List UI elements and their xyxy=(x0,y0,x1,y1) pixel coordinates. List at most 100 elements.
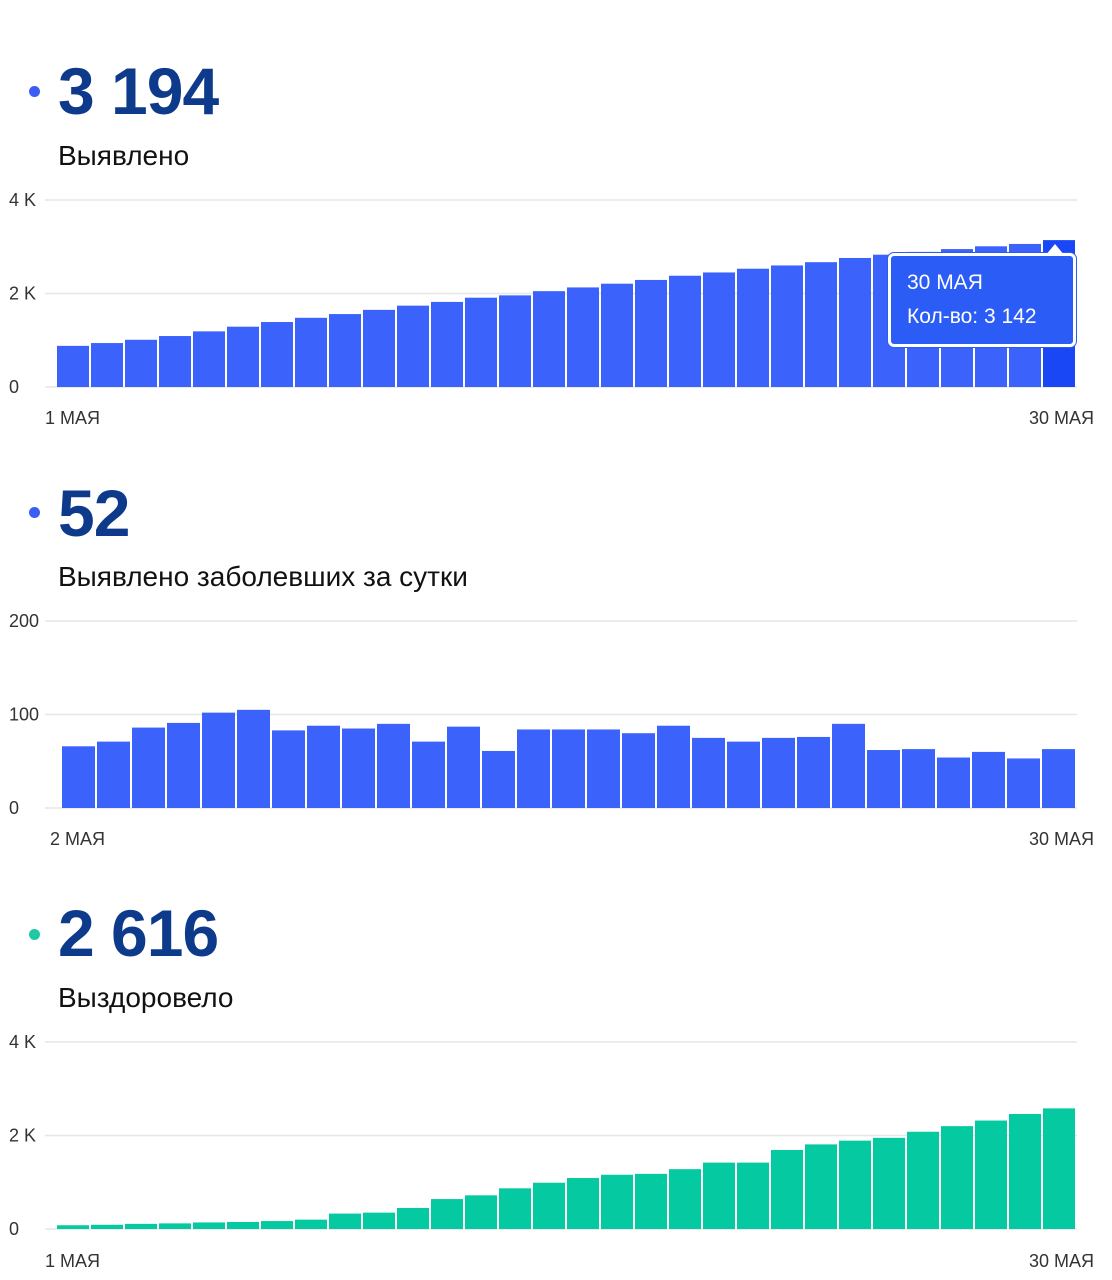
metric-label: Выявлено xyxy=(58,140,190,171)
y-tick-label: 100 xyxy=(9,705,39,725)
chart-recovered[interactable]: 0 2 K 4 K 1 МАЯ 30 МАЯ xyxy=(0,1022,1112,1280)
series-dot xyxy=(29,86,40,97)
total-value: 3 194 xyxy=(58,54,219,128)
bar xyxy=(97,741,130,808)
recovered-value: 2 616 xyxy=(58,896,219,970)
bar xyxy=(902,749,935,808)
bar xyxy=(363,309,395,387)
bar xyxy=(552,729,585,808)
bar xyxy=(342,728,375,808)
bar xyxy=(447,726,480,808)
bar xyxy=(972,751,1005,808)
bar xyxy=(692,737,725,808)
series-dot xyxy=(29,507,40,518)
bar xyxy=(533,1182,565,1229)
bar xyxy=(975,1120,1007,1229)
bar xyxy=(295,1219,327,1229)
bar xyxy=(261,322,293,387)
bar xyxy=(805,1144,837,1229)
bar xyxy=(873,1137,905,1229)
bar xyxy=(132,727,165,808)
panel-daily: 52 Выявлено заболевших за сутки xyxy=(0,440,1112,860)
chart-daily[interactable]: 0 100 200 2 МАЯ 30 МАЯ xyxy=(0,600,1112,860)
bar xyxy=(307,725,340,808)
bar xyxy=(1043,1108,1075,1229)
bar xyxy=(125,339,157,387)
bar xyxy=(159,1223,191,1229)
chart-detected[interactable]: 0 2 K 4 K 1 МАЯ 30 МАЯ xyxy=(0,180,1112,440)
bar xyxy=(669,1169,701,1229)
x-end-label: 30 МАЯ xyxy=(1029,408,1094,428)
bar xyxy=(57,1225,89,1229)
bar xyxy=(397,1207,429,1229)
bar xyxy=(499,1188,531,1229)
bar xyxy=(867,750,900,808)
x-start-label: 1 МАЯ xyxy=(45,1251,100,1271)
bar xyxy=(533,291,565,387)
metric-label: Выздоровело xyxy=(58,982,234,1013)
bar xyxy=(329,1213,361,1229)
bar xyxy=(167,722,200,808)
bar xyxy=(703,272,735,387)
bar xyxy=(329,314,361,387)
bar xyxy=(412,741,445,808)
bar xyxy=(587,729,620,808)
bar xyxy=(517,729,550,808)
bar xyxy=(91,343,123,387)
bar xyxy=(727,741,760,808)
bar xyxy=(431,301,463,387)
y-tick-label: 0 xyxy=(9,1219,19,1239)
bar xyxy=(601,283,633,387)
x-end-label: 30 МАЯ xyxy=(1029,1251,1094,1271)
bar xyxy=(397,305,429,387)
y-tick-label: 2 K xyxy=(9,284,36,304)
bar xyxy=(839,257,871,387)
bar xyxy=(482,750,515,808)
tooltip-date: 30 МАЯ xyxy=(907,271,983,294)
bar xyxy=(62,746,95,808)
bar xyxy=(737,268,769,387)
x-start-label: 1 МАЯ xyxy=(45,408,100,428)
bar xyxy=(202,712,235,808)
y-tick-label: 0 xyxy=(9,798,19,818)
bar xyxy=(57,345,89,387)
bar xyxy=(657,725,690,808)
bar xyxy=(363,1212,395,1229)
bar xyxy=(377,723,410,808)
metric-label: Выявлено заболевших за сутки xyxy=(58,561,468,592)
y-tick-label: 200 xyxy=(9,611,39,631)
y-tick-label: 4 K xyxy=(9,190,36,210)
bar xyxy=(622,733,655,808)
y-tick-label: 4 K xyxy=(9,1032,36,1052)
bar xyxy=(499,295,531,387)
bar xyxy=(193,331,225,387)
bar xyxy=(771,265,803,387)
bar xyxy=(227,326,259,387)
chart-tooltip: 30 МАЯ Кол-во: 3 142 xyxy=(888,244,1076,347)
bar xyxy=(261,1221,293,1229)
bar xyxy=(601,1174,633,1229)
bar xyxy=(91,1224,123,1229)
bar xyxy=(465,1195,497,1229)
bar xyxy=(832,723,865,808)
panel-detected: 3 194 Выявлено xyxy=(0,0,1112,440)
bar xyxy=(159,336,191,387)
bar xyxy=(703,1162,735,1229)
y-tick-label: 2 K xyxy=(9,1126,36,1146)
bar xyxy=(771,1149,803,1229)
bar xyxy=(941,1126,973,1229)
bar xyxy=(567,1178,599,1229)
bar xyxy=(907,1131,939,1229)
x-start-label: 2 МАЯ xyxy=(50,829,105,849)
bar xyxy=(937,757,970,808)
y-tick-label: 0 xyxy=(9,377,19,397)
bar xyxy=(805,262,837,387)
bar xyxy=(635,279,667,387)
bar xyxy=(1009,1113,1041,1229)
tooltip-value: Кол-во: 3 142 xyxy=(907,305,1037,328)
bar xyxy=(193,1222,225,1229)
bar xyxy=(567,287,599,387)
bar xyxy=(125,1223,157,1229)
bar xyxy=(465,297,497,387)
bar xyxy=(431,1199,463,1229)
